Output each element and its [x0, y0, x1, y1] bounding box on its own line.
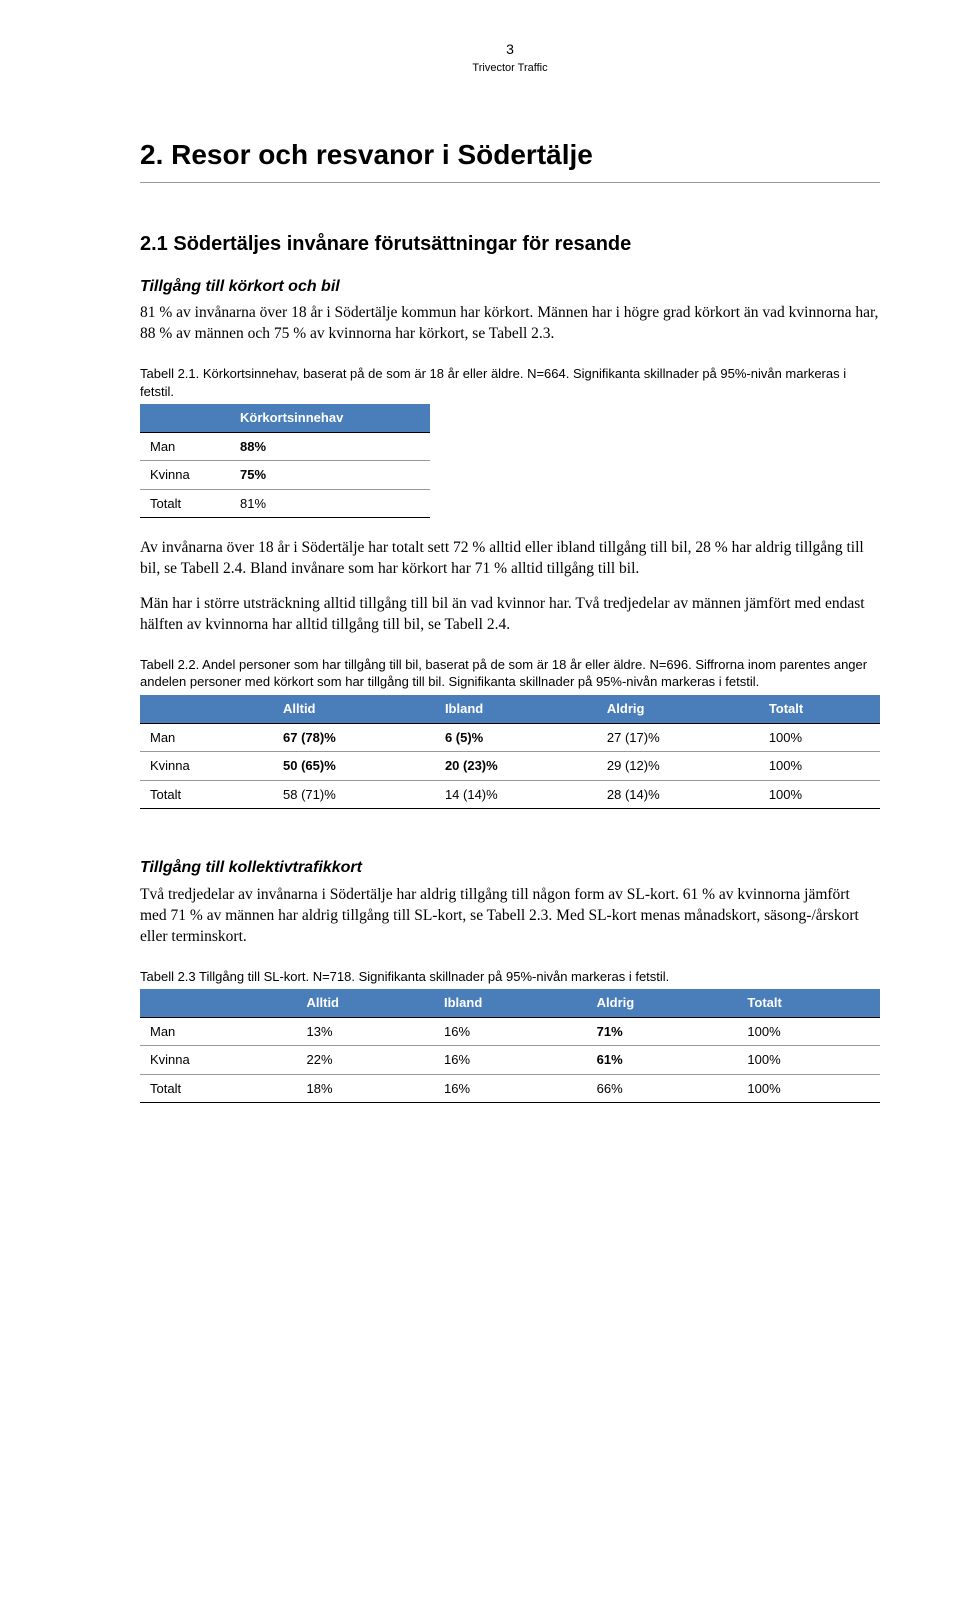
- table1-h1: [140, 404, 230, 432]
- table-cell: 88%: [230, 432, 430, 461]
- table-cell: Man: [140, 432, 230, 461]
- table-cell: 100%: [759, 723, 880, 752]
- table-cell: Kvinna: [140, 752, 273, 781]
- table-row-total: Totalt 81%: [140, 489, 430, 518]
- table-cell: 71%: [587, 1017, 738, 1046]
- table-cell: 66%: [587, 1074, 738, 1103]
- table-slkort: Alltid Ibland Aldrig Totalt Man 13% 16% …: [140, 989, 880, 1103]
- table-cell: 20 (23)%: [435, 752, 597, 781]
- table-cell: 50 (65)%: [273, 752, 435, 781]
- table-row: Kvinna 50 (65)% 20 (23)% 29 (12)% 100%: [140, 752, 880, 781]
- table2-h0: [140, 695, 273, 723]
- table-cell: 100%: [737, 1046, 880, 1075]
- table2-caption: Tabell 2.2. Andel personer som har tillg…: [140, 656, 880, 691]
- table2-h3: Aldrig: [597, 695, 759, 723]
- table-cell: 16%: [434, 1017, 587, 1046]
- para-2: Av invånarna över 18 år i Södertälje har…: [140, 538, 880, 580]
- table-cell: 100%: [737, 1074, 880, 1103]
- table-cell: 81%: [230, 489, 430, 518]
- table2-h1: Alltid: [273, 695, 435, 723]
- subheading-korkort: Tillgång till körkort och bil: [140, 276, 880, 298]
- table3-h2: Ibland: [434, 989, 587, 1017]
- table1-caption: Tabell 2.1. Körkortsinnehav, baserat på …: [140, 365, 880, 400]
- subheading-kollektiv: Tillgång till kollektivtrafikkort: [140, 857, 880, 879]
- table-cell: Totalt: [140, 780, 273, 809]
- table-cell: 100%: [759, 780, 880, 809]
- table-cell: 29 (12)%: [597, 752, 759, 781]
- table-cell: Totalt: [140, 1074, 297, 1103]
- para-4: Två tredjedelar av invånarna i Södertälj…: [140, 885, 880, 948]
- table-cell: 67 (78)%: [273, 723, 435, 752]
- table-row-total: Totalt 58 (71)% 14 (14)% 28 (14)% 100%: [140, 780, 880, 809]
- table1-h2: Körkortsinnehav: [230, 404, 430, 432]
- table-bil: Alltid Ibland Aldrig Totalt Man 67 (78)%…: [140, 695, 880, 809]
- table2-h2: Ibland: [435, 695, 597, 723]
- table-cell: 58 (71)%: [273, 780, 435, 809]
- table-row: Kvinna 75%: [140, 461, 430, 490]
- table-cell: 16%: [434, 1046, 587, 1075]
- table-cell: Man: [140, 1017, 297, 1046]
- table-cell: 61%: [587, 1046, 738, 1075]
- para-1: 81 % av invånarna över 18 år i Södertälj…: [140, 303, 880, 345]
- section-heading: 2.1 Södertäljes invånare förutsättningar…: [140, 231, 880, 258]
- table-cell: 27 (17)%: [597, 723, 759, 752]
- table-cell: 6 (5)%: [435, 723, 597, 752]
- table2-h4: Totalt: [759, 695, 880, 723]
- table-row: Man 13% 16% 71% 100%: [140, 1017, 880, 1046]
- header-subtitle: Trivector Traffic: [140, 61, 880, 76]
- table-cell: Kvinna: [140, 461, 230, 490]
- table-korkort: Körkortsinnehav Man 88% Kvinna 75% Total…: [140, 404, 430, 518]
- table-cell: 13%: [297, 1017, 435, 1046]
- table-cell: 18%: [297, 1074, 435, 1103]
- table-cell: 16%: [434, 1074, 587, 1103]
- table3-h3: Aldrig: [587, 989, 738, 1017]
- table3-h1: Alltid: [297, 989, 435, 1017]
- table-cell: 22%: [297, 1046, 435, 1075]
- table-cell: 100%: [759, 752, 880, 781]
- table-cell: 14 (14)%: [435, 780, 597, 809]
- page-number: 3: [140, 40, 880, 59]
- table-row: Kvinna 22% 16% 61% 100%: [140, 1046, 880, 1075]
- table3-caption: Tabell 2.3 Tillgång till SL-kort. N=718.…: [140, 968, 880, 986]
- table-cell: 100%: [737, 1017, 880, 1046]
- table-cell: Totalt: [140, 489, 230, 518]
- table-cell: Man: [140, 723, 273, 752]
- chapter-heading: 2. Resor och resvanor i Södertälje: [140, 136, 880, 174]
- chapter-rule: [140, 182, 880, 183]
- table3-h4: Totalt: [737, 989, 880, 1017]
- table-row: Man 88%: [140, 432, 430, 461]
- table-row-total: Totalt 18% 16% 66% 100%: [140, 1074, 880, 1103]
- table-cell: 28 (14)%: [597, 780, 759, 809]
- table-cell: Kvinna: [140, 1046, 297, 1075]
- para-3: Män har i större utsträckning alltid til…: [140, 594, 880, 636]
- table-row: Man 67 (78)% 6 (5)% 27 (17)% 100%: [140, 723, 880, 752]
- table3-h0: [140, 989, 297, 1017]
- table-cell: 75%: [230, 461, 430, 490]
